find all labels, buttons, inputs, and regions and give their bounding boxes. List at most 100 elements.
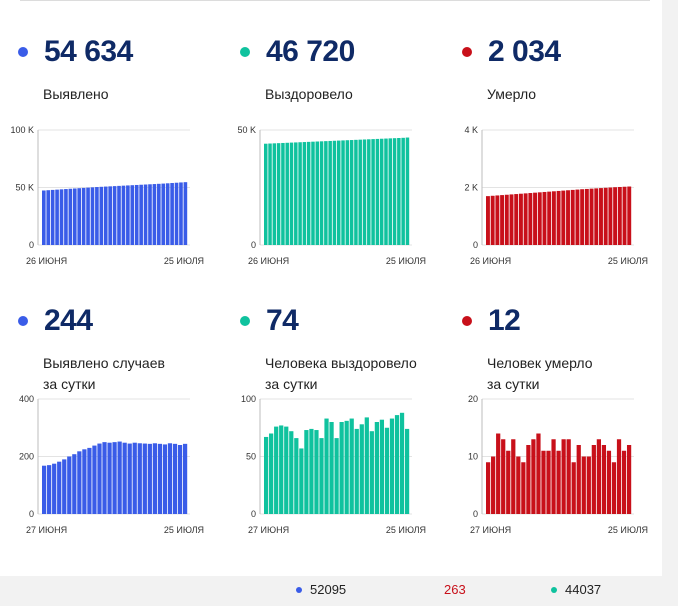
bar bbox=[148, 184, 152, 245]
stat-label: Выздоровело bbox=[265, 84, 353, 105]
bar bbox=[177, 445, 183, 514]
stat-label-line: Человека выздоровело bbox=[265, 355, 417, 371]
bar bbox=[531, 439, 536, 514]
bar bbox=[67, 456, 72, 514]
bar bbox=[57, 461, 62, 514]
bar bbox=[608, 187, 613, 245]
stat-value: 12 bbox=[488, 304, 521, 337]
bar bbox=[399, 412, 405, 514]
x-tick-label: 27 ИЮНЯ bbox=[248, 525, 289, 535]
bar-chart: 100 50 0 27 ИЮНЯ 25 ИЮЛЯ bbox=[241, 394, 426, 535]
bar bbox=[319, 141, 324, 245]
bar bbox=[179, 182, 183, 245]
bar bbox=[64, 189, 68, 245]
bar bbox=[281, 142, 285, 245]
bar bbox=[170, 183, 174, 245]
bar bbox=[528, 193, 533, 245]
stat-label-line: за сутки bbox=[265, 376, 318, 392]
bar bbox=[130, 185, 135, 245]
bar bbox=[284, 426, 289, 514]
bar bbox=[622, 186, 627, 245]
series-dot-icon bbox=[240, 47, 250, 57]
bar bbox=[274, 426, 279, 514]
bar bbox=[389, 418, 395, 514]
bar bbox=[337, 140, 341, 245]
panel-deaths-total: 2 034 Умерло 4 K 2 K 0 26 ИЮНЯ 25 ИЮЛЯ bbox=[444, 0, 654, 270]
bar bbox=[561, 190, 566, 245]
bar bbox=[626, 445, 632, 514]
bar bbox=[621, 450, 627, 514]
bar bbox=[162, 444, 168, 514]
bar bbox=[302, 142, 307, 245]
bar bbox=[42, 190, 46, 245]
bar bbox=[344, 420, 349, 514]
bar bbox=[272, 143, 277, 245]
series-dot-icon bbox=[462, 47, 472, 57]
bar bbox=[570, 189, 575, 245]
bar bbox=[339, 422, 344, 514]
bar bbox=[117, 185, 121, 245]
x-tick-label: 27 ИЮНЯ bbox=[470, 525, 511, 535]
bar bbox=[349, 140, 354, 245]
bar bbox=[112, 186, 117, 245]
bar bbox=[491, 456, 496, 514]
bar bbox=[397, 138, 401, 245]
bar bbox=[500, 195, 505, 245]
bar bbox=[165, 183, 170, 245]
bar bbox=[392, 138, 397, 245]
legend-value: 52095 bbox=[310, 582, 347, 597]
y-tick-label: 0 bbox=[473, 509, 478, 519]
bar bbox=[299, 448, 304, 514]
legend-item: 44037 bbox=[551, 582, 601, 597]
bar bbox=[112, 442, 117, 515]
bar bbox=[401, 137, 405, 245]
stat-label-line: Выздоровело bbox=[265, 86, 353, 102]
bar bbox=[384, 138, 388, 245]
x-tick-label: 26 ИЮНЯ bbox=[470, 256, 511, 266]
bar-chart: 100 K 50 K 0 26 ИЮНЯ 25 ИЮЛЯ bbox=[10, 125, 204, 266]
bar bbox=[551, 191, 556, 245]
bar bbox=[490, 195, 495, 245]
stat-value: 244 bbox=[44, 304, 93, 337]
stat-row: 54 634 bbox=[18, 35, 133, 69]
bar bbox=[354, 139, 358, 245]
x-tick-label: 26 ИЮНЯ bbox=[26, 256, 67, 266]
bar bbox=[375, 138, 380, 245]
bar bbox=[369, 431, 374, 514]
y-tick-label: 100 bbox=[241, 394, 256, 404]
bar bbox=[298, 142, 302, 245]
bar bbox=[509, 194, 514, 245]
bar bbox=[566, 439, 571, 514]
y-tick-label: 0 bbox=[473, 240, 478, 250]
bar bbox=[379, 138, 384, 245]
stat-label-line: Умерло bbox=[487, 86, 537, 102]
panel-deaths-daily: 12 Человек умерло за сутки 20 10 0 27 ИЮНЯ 25 И… bbox=[444, 269, 654, 539]
x-tick-label: 25 ИЮЛЯ bbox=[386, 525, 426, 535]
bar bbox=[511, 439, 516, 514]
legend: 52095 263 44037 bbox=[0, 578, 678, 606]
bar bbox=[599, 188, 603, 245]
legend-value: 44037 bbox=[565, 582, 602, 597]
bar bbox=[137, 443, 142, 514]
legend-dot-icon bbox=[296, 586, 302, 593]
bar bbox=[404, 428, 410, 514]
bar bbox=[81, 187, 86, 245]
bar bbox=[359, 424, 364, 514]
legend-dot-icon bbox=[551, 586, 557, 593]
y-tick-label: 100 K bbox=[10, 125, 34, 135]
bar bbox=[183, 182, 188, 245]
bar bbox=[358, 139, 362, 245]
stat-label-line: за сутки bbox=[43, 376, 96, 392]
bar bbox=[596, 439, 601, 514]
bar bbox=[59, 189, 64, 245]
bar bbox=[514, 194, 519, 245]
y-tick-label: 50 K bbox=[237, 125, 256, 135]
stat-row: 12 bbox=[462, 304, 521, 338]
bar bbox=[518, 193, 523, 245]
bar bbox=[495, 195, 500, 245]
bar bbox=[319, 438, 324, 514]
bar bbox=[546, 450, 551, 514]
bar bbox=[294, 438, 299, 514]
bar bbox=[285, 142, 289, 245]
bar bbox=[551, 439, 556, 514]
